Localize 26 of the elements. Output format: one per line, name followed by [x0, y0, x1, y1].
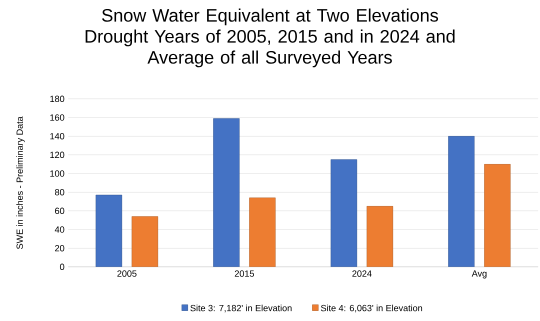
y-tick-label: 20: [55, 245, 64, 252]
x-tick-label: 2024: [352, 270, 372, 277]
bar: [448, 136, 475, 267]
bar: [96, 194, 122, 267]
legend-label: Site 4: 6,063' in Elevation: [320, 304, 422, 312]
y-tick-label: 40: [54, 226, 64, 233]
bar: [330, 159, 358, 267]
chart-title: Snow Water Equivalent at Two Elevations Drought Years of 2005, 2015 and in 2024 and Average of all Surveyed Years: [86, 8, 455, 68]
y-tick-label: 80: [55, 189, 64, 196]
x-tick-label: Avg: [472, 270, 486, 278]
y-tick-label: 0: [60, 264, 64, 270]
bar: [484, 164, 511, 267]
legend-label: Site 3: 7,182' in Elevation: [190, 304, 292, 312]
bar: [366, 206, 394, 267]
x-tick-label: 2015: [234, 270, 254, 277]
y-tick-label: 100: [50, 170, 64, 177]
y-tick-label: 180: [50, 96, 64, 102]
y-tick-label: 60: [55, 208, 64, 214]
y-axis-title: SWE in inches - Preliminary Data: [16, 116, 25, 249]
bar: [249, 198, 276, 267]
bar: [132, 216, 158, 267]
y-tick-label: 120: [50, 152, 64, 158]
bar: [213, 118, 240, 267]
x-tick-label: 2005: [117, 270, 137, 277]
y-tick-label: 140: [50, 133, 64, 140]
y-tick-label: 160: [50, 114, 64, 121]
